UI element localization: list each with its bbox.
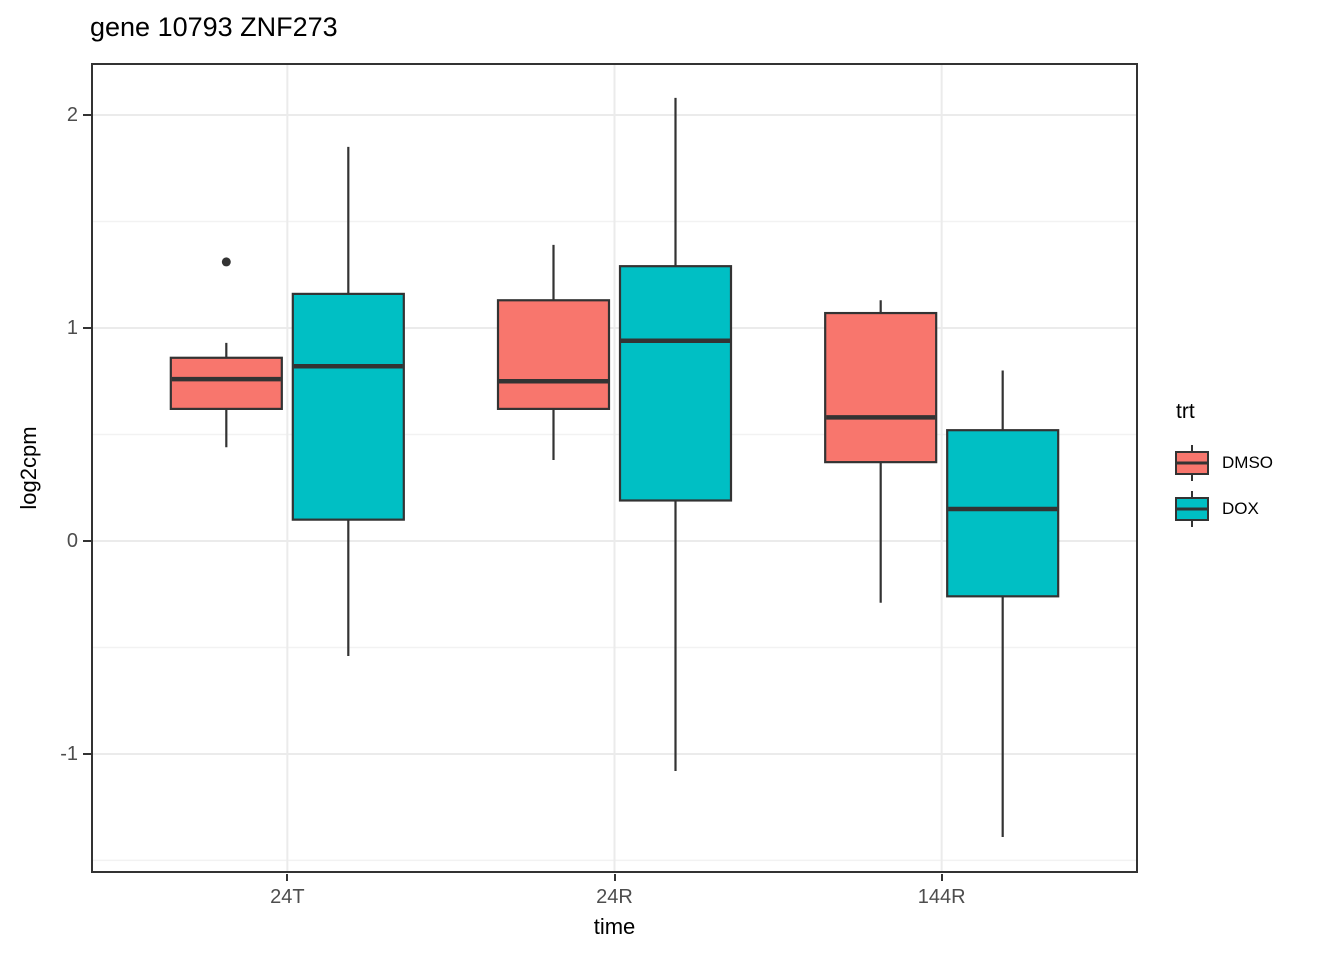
legend-entry-dox: DOX — [1174, 486, 1273, 532]
y-tick-mark — [83, 752, 91, 755]
x-tick-mark — [613, 874, 616, 881]
legend-label-dox: DOX — [1222, 499, 1259, 518]
x-tick-mark — [286, 874, 289, 881]
panel-border — [91, 63, 1138, 873]
y-tick-label: 1 — [66, 316, 78, 339]
legend-label-dmso: DMSO — [1222, 453, 1273, 472]
box-rect-DMSO-24R — [496, 299, 611, 410]
box-rect-DOX-144R — [946, 429, 1060, 598]
plot-title: gene 10793 ZNF273 — [90, 12, 338, 42]
y-tick-mark — [83, 113, 91, 116]
y-tick-label: -1 — [60, 742, 78, 765]
legend: trt DMSO DOX — [1174, 400, 1273, 532]
y-tick-label: 0 — [66, 529, 78, 552]
outlier-point-DMSO-24T — [221, 257, 231, 267]
y-tick-mark — [83, 326, 91, 329]
legend-key-boxplot-icon — [1175, 491, 1209, 527]
x-tick-label: 24T — [270, 886, 305, 908]
box-rect-DMSO-144R — [824, 311, 938, 464]
x-tick-label: 144R — [917, 886, 966, 908]
box-rect-DOX-24R — [618, 265, 733, 502]
boxplot-canvas — [91, 63, 1138, 873]
x-axis-title: time — [593, 914, 636, 939]
x-tick-label: 24R — [596, 886, 633, 908]
legend-title: trt — [1176, 400, 1195, 423]
y-tick-mark — [83, 539, 91, 542]
box-rect-DMSO-24T — [169, 356, 283, 410]
x-tick-mark — [940, 874, 943, 881]
y-axis-title: log2cpm — [16, 426, 41, 510]
box-rect-DOX-24T — [291, 292, 405, 521]
plot-panel — [91, 63, 1138, 873]
legend-key-boxplot-icon — [1175, 445, 1209, 481]
y-tick-label: 2 — [66, 103, 78, 126]
legend-entry-dmso: DMSO — [1174, 440, 1273, 486]
